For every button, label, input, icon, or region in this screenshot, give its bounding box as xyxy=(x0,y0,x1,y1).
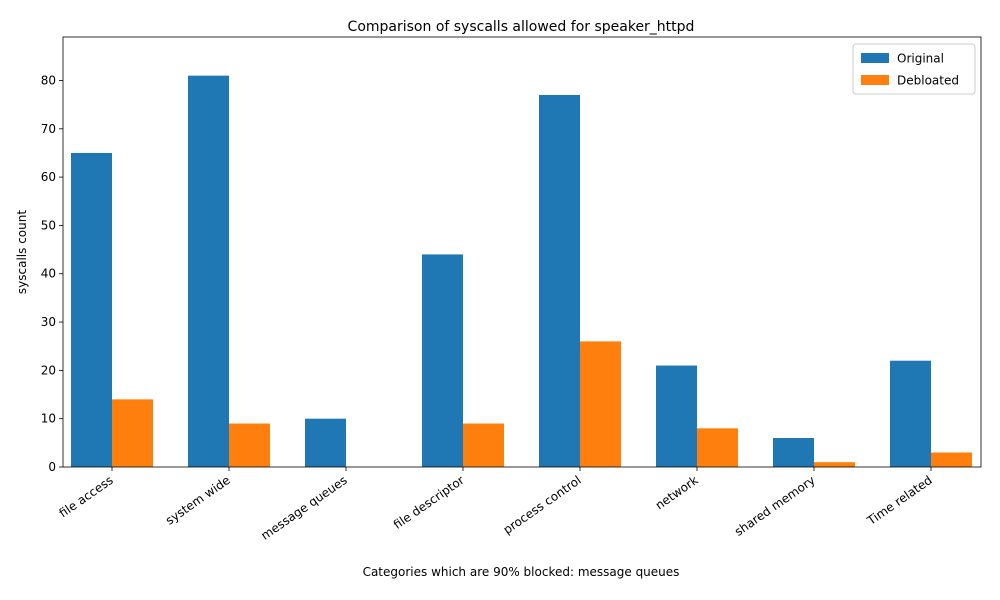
bar-debloated-1 xyxy=(229,423,270,467)
axes-group xyxy=(62,36,982,468)
x-tick-label: shared memory xyxy=(732,473,818,539)
x-tick-label: process control xyxy=(501,473,584,537)
bar-original-0 xyxy=(71,152,112,467)
y-tick-label: 70 xyxy=(41,122,56,136)
legend-label-original: Original xyxy=(897,52,944,66)
bar-original-5 xyxy=(656,365,697,467)
x-axis-label: Categories which are 90% blocked: messag… xyxy=(363,565,680,579)
chart-title: Comparison of syscalls allowed for speak… xyxy=(348,19,695,35)
y-tick-label: 80 xyxy=(41,73,56,87)
x-tick-label: network xyxy=(653,473,701,512)
x-ticks-group: file access system wide message queues file… xyxy=(56,467,935,543)
y-tick-label: 50 xyxy=(41,218,56,232)
x-tick-label: file access xyxy=(56,473,115,520)
legend: Original Debloated xyxy=(852,43,976,95)
y-tick-label: 20 xyxy=(41,363,56,377)
x-tick-label: file descriptor xyxy=(391,473,467,532)
bar-debloated-4 xyxy=(580,341,621,467)
plot-frame xyxy=(62,36,982,468)
x-tick-label: system wide xyxy=(163,473,233,528)
bar-debloated-7 xyxy=(931,452,972,467)
bar-original-3 xyxy=(422,254,463,467)
bar-debloated-3 xyxy=(463,423,504,467)
y-tick-label: 30 xyxy=(41,315,56,329)
bar-debloated-0 xyxy=(112,399,153,467)
y-tick-label: 10 xyxy=(41,412,56,426)
legend-swatch-original xyxy=(861,53,889,63)
legend-label-debloated: Debloated xyxy=(897,74,959,88)
bar-original-7 xyxy=(890,360,931,467)
y-axis-label: syscalls count xyxy=(15,210,29,294)
bar-debloated-6 xyxy=(814,462,855,467)
legend-swatch-debloated xyxy=(861,75,889,85)
bar-original-4 xyxy=(539,94,580,467)
bar-original-2 xyxy=(305,418,346,467)
y-ticks-group: 0 10 20 30 40 50 60 70 80 xyxy=(41,73,63,474)
bar-debloated-5 xyxy=(697,428,738,467)
y-tick-label: 60 xyxy=(41,170,56,184)
x-tick-label: Time related xyxy=(864,473,935,528)
y-tick-label: 0 xyxy=(48,460,56,474)
x-tick-label: message queues xyxy=(258,473,349,543)
bar-original-1 xyxy=(188,75,229,468)
bars-group xyxy=(71,75,972,468)
y-tick-label: 40 xyxy=(41,267,56,281)
bar-original-6 xyxy=(773,438,814,467)
